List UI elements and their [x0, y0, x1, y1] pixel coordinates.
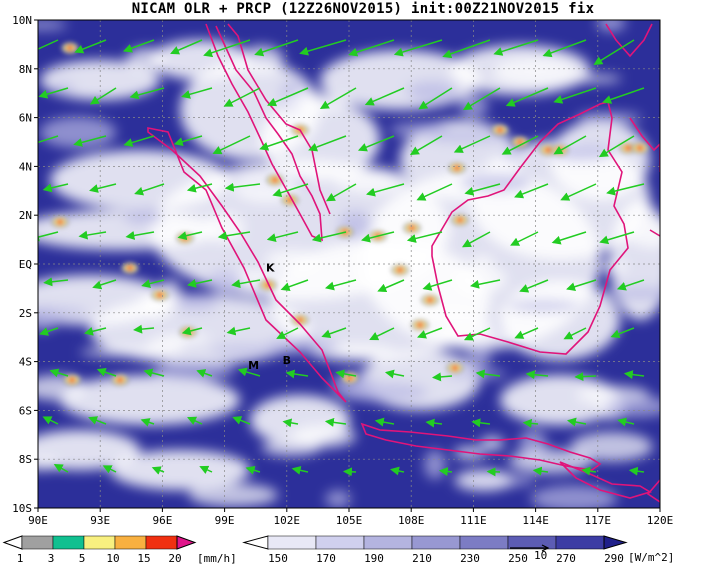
lon-tick-label: 108E: [398, 514, 425, 527]
precip-colorbar-swatch: [114, 535, 147, 550]
precip-colorbar-label: 20: [168, 552, 181, 565]
lat-tick-label: 6N: [19, 112, 32, 125]
lat-tick-label: 4N: [19, 160, 32, 173]
coastlines: [147, 23, 660, 503]
lon-tick-label: 102E: [274, 514, 301, 527]
lat-tick-label: 2S: [19, 307, 32, 320]
marker-label: M: [248, 359, 259, 372]
precip-colorbar-label: 10: [106, 552, 119, 565]
precip-colorbar-unit: [mm/h]: [197, 552, 237, 565]
lon-tick-label: 105E: [336, 514, 363, 527]
precip-colorbar-swatch: [83, 535, 116, 550]
axis-ticks: 90E 93E 96E 99E 102E 105E 108E 111E 114E 117E 120E…: [12, 14, 673, 527]
lon-tick-label: 111E: [460, 514, 487, 527]
precip-colorbar-label: 15: [137, 552, 150, 565]
precip-colorbar: 1 3 5 10 15 20 [mm/h]: [2, 535, 237, 565]
lon-tick-label: 120E: [647, 514, 674, 527]
lon-tick-label: 96E: [152, 514, 172, 527]
olr-colorbar-swatch: [411, 535, 461, 550]
olr-colorbar-label: 230: [460, 552, 480, 565]
olr-colorbar-label: 150: [268, 552, 288, 565]
precip-colorbar-label: 3: [48, 552, 55, 565]
olr-colorbar: 150 170 190 210 230 250 270 290 [W/m^2]: [242, 535, 674, 565]
olr-colorbar-swatch: [267, 535, 317, 550]
marker-label: K: [266, 261, 275, 274]
lat-tick-label: 8N: [19, 63, 32, 76]
location-markers: K M B: [248, 261, 291, 372]
vector-reference-label: 10: [534, 549, 547, 562]
precip-colorbar-swatch: [21, 535, 54, 550]
olr-colorbar-swatch: [363, 535, 413, 550]
olr-colorbar-swatch: [555, 535, 605, 550]
grid-lines: [38, 20, 660, 508]
olr-colorbar-label: 210: [412, 552, 432, 565]
precip-colorbar-label: 1: [17, 552, 24, 565]
precip-colorbar-swatch: [52, 535, 85, 550]
lon-tick-label: 117E: [585, 514, 612, 527]
olr-colorbar-unit: [W/m^2]: [628, 551, 674, 564]
lon-tick-label: 114E: [522, 514, 549, 527]
lat-tick-label: 2N: [19, 209, 32, 222]
lat-tick-label: 8S: [19, 453, 32, 466]
lat-tick-label: 10N: [12, 14, 32, 27]
lat-tick-label: 4S: [19, 356, 32, 369]
olr-colorbar-label: 290: [604, 552, 624, 565]
olr-colorbar-swatch: [459, 535, 509, 550]
precip-colorbar-swatch: [145, 535, 178, 550]
wind-vectors: [38, 39, 645, 477]
olr-colorbar-label: 250: [508, 552, 528, 565]
lon-tick-label: 90E: [28, 514, 48, 527]
lat-tick-label: 6S: [19, 404, 32, 417]
lon-tick-label: 99E: [215, 514, 235, 527]
olr-colorbar-swatch: [315, 535, 365, 550]
lat-tick-label: 10S: [12, 502, 32, 515]
vector-reference: 10: [510, 544, 550, 562]
olr-colorbar-label: 190: [364, 552, 384, 565]
lon-tick-label: 93E: [90, 514, 110, 527]
olr-colorbar-swatch: [507, 535, 557, 550]
olr-colorbar-label: 170: [316, 552, 336, 565]
precip-field: [51, 42, 649, 386]
olr-colorbar-label: 270: [556, 552, 576, 565]
precip-colorbar-label: 5: [79, 552, 86, 565]
map-panel: K M B: [38, 20, 660, 508]
figure-title: NICAM OLR + PRCP (12Z26NOV2015) init:00Z…: [131, 1, 595, 17]
lat-tick-label: EQ: [19, 258, 32, 271]
marker-label: B: [283, 354, 291, 367]
